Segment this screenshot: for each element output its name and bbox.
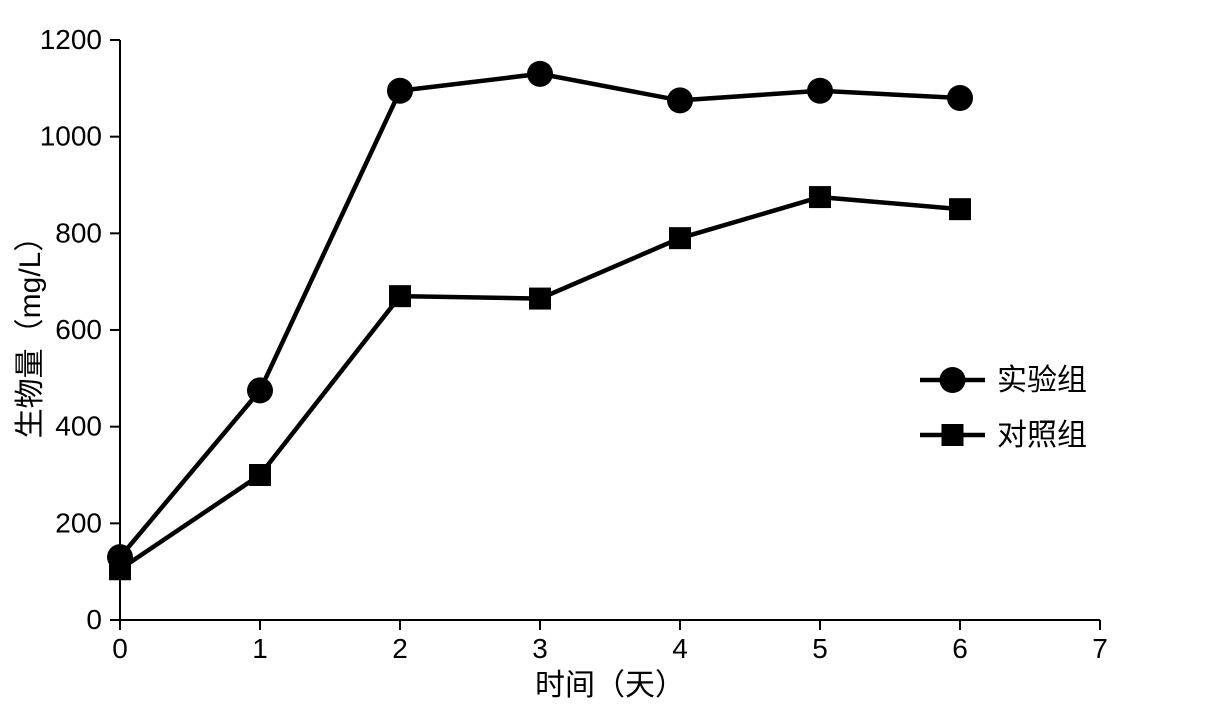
marker-square — [249, 464, 271, 486]
marker-circle — [947, 85, 973, 111]
y-tick-label: 400 — [55, 411, 102, 442]
y-tick-label: 200 — [55, 507, 102, 538]
legend-label: 对照组 — [997, 419, 1087, 452]
y-tick-label: 600 — [55, 314, 102, 345]
marker-square — [809, 186, 831, 208]
y-tick-label: 1000 — [40, 121, 102, 152]
line-chart: 0 1 2 3 4 5 6 7 0 200 400 600 800 1000 1200 时间（天） 生物量（mg… — [0, 0, 1206, 709]
x-tick-label: 3 — [532, 633, 548, 664]
marker-circle — [527, 61, 553, 87]
marker-circle — [807, 78, 833, 104]
x-tick-label: 0 — [112, 633, 128, 664]
y-tick-label: 1200 — [40, 24, 102, 55]
marker-circle — [387, 78, 413, 104]
marker-square — [389, 285, 411, 307]
marker-square — [949, 198, 971, 220]
legend-marker-square — [942, 424, 964, 446]
x-tick-label: 1 — [252, 633, 268, 664]
x-tick-label: 7 — [1092, 633, 1108, 664]
x-tick-label: 4 — [672, 633, 688, 664]
y-axis-label: 生物量（mg/L） — [14, 222, 47, 439]
x-tick-label: 2 — [392, 633, 408, 664]
marker-circle — [667, 87, 693, 113]
y-tick-label: 0 — [86, 604, 102, 635]
y-tick-label: 800 — [55, 217, 102, 248]
marker-square — [529, 288, 551, 310]
chart-container: 0 1 2 3 4 5 6 7 0 200 400 600 800 1000 1200 时间（天） 生物量（mg… — [0, 0, 1206, 709]
legend-marker-circle — [940, 367, 966, 393]
x-tick-label: 6 — [952, 633, 968, 664]
marker-circle — [247, 377, 273, 403]
x-axis-label: 时间（天） — [535, 669, 685, 702]
legend-label: 实验组 — [997, 364, 1087, 397]
marker-square — [109, 558, 131, 580]
x-tick-label: 5 — [812, 633, 828, 664]
marker-square — [669, 227, 691, 249]
